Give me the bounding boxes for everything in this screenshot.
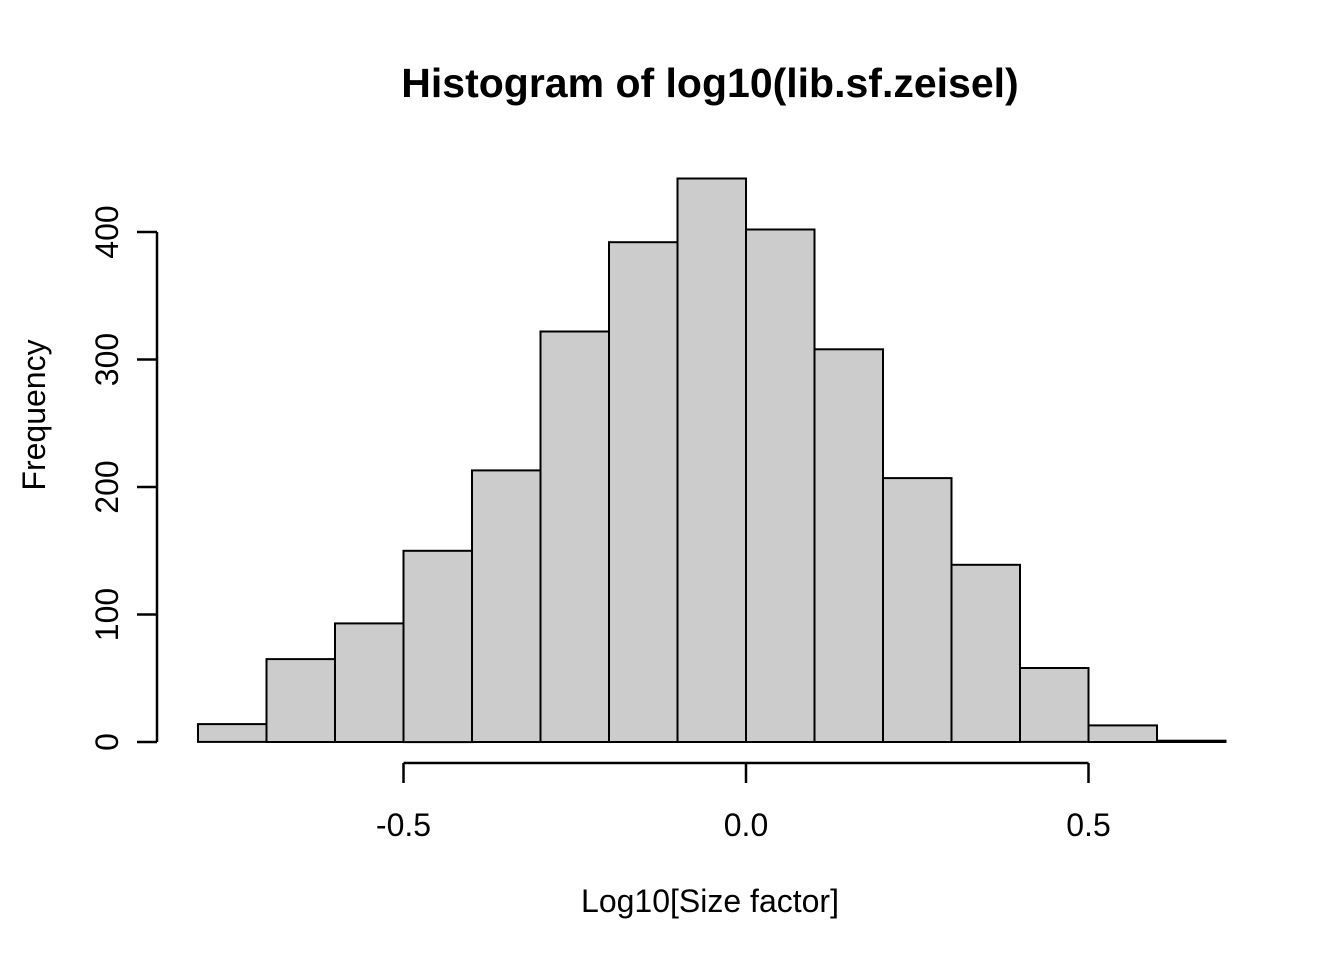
bars-group xyxy=(197,177,1227,744)
histogram-bar xyxy=(471,469,542,743)
y-tick-label: 200 xyxy=(89,460,125,513)
x-tick-label: 0.0 xyxy=(724,807,768,843)
histogram-bar xyxy=(539,330,610,743)
histogram-bar xyxy=(1087,724,1158,744)
x-tick-label: 0.5 xyxy=(1066,807,1110,843)
histogram-bar xyxy=(1019,667,1090,743)
histogram-bar xyxy=(813,348,884,743)
histogram-bar xyxy=(265,658,336,743)
histogram-bar xyxy=(745,228,816,743)
histogram-bar xyxy=(950,563,1021,743)
y-tick-label: 0 xyxy=(89,733,125,751)
x-axis: -0.5 0.0 0.5 xyxy=(376,761,1111,843)
y-tick-label: 300 xyxy=(89,333,125,386)
histogram-bar xyxy=(608,241,679,743)
y-axis: 0 100 200 300 400 xyxy=(89,205,159,751)
x-axis-label: Log10[Size factor] xyxy=(581,883,839,919)
x-tick-label: -0.5 xyxy=(376,807,431,843)
histogram-bar xyxy=(402,549,473,744)
histogram-bar xyxy=(676,177,747,743)
histogram-bar xyxy=(334,622,405,744)
histogram-bar xyxy=(197,723,268,743)
y-axis-label: Frequency xyxy=(16,339,52,490)
histogram-bar xyxy=(882,477,953,743)
y-tick-label: 400 xyxy=(89,205,125,258)
chart-title: Histogram of log10(lib.sf.zeisel) xyxy=(401,60,1018,106)
y-tick-label: 100 xyxy=(89,588,125,641)
histogram-bar xyxy=(1156,739,1227,744)
